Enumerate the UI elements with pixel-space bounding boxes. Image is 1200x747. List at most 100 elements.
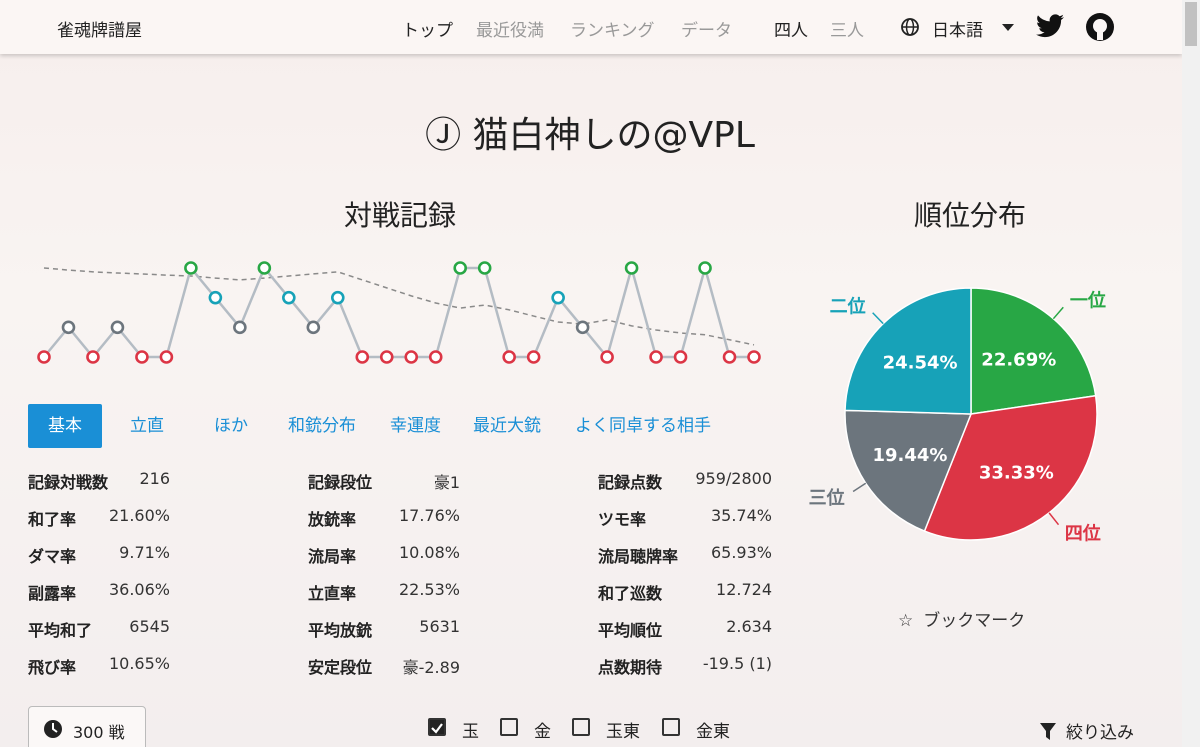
rank-point[interactable] bbox=[722, 350, 737, 364]
tab[interactable]: 最近大銃 bbox=[473, 416, 541, 436]
stat-value: 12.724 bbox=[716, 580, 772, 599]
github-icon[interactable] bbox=[1085, 12, 1115, 42]
rank-point[interactable] bbox=[208, 290, 223, 305]
caret bbox=[1002, 24, 1014, 31]
rank-point[interactable] bbox=[698, 261, 712, 275]
rank-point[interactable] bbox=[477, 261, 492, 275]
filter-label: 玉 bbox=[462, 722, 479, 742]
stat-label: 流局率 bbox=[308, 547, 357, 566]
filter-checkbox[interactable] bbox=[500, 718, 518, 736]
twitter-icon[interactable] bbox=[1036, 14, 1064, 38]
pie-slice[interactable] bbox=[844, 409, 973, 533]
stat-label: 和了巡数 bbox=[598, 584, 663, 603]
leader-line bbox=[1048, 512, 1060, 526]
section-title: 順位分布 bbox=[913, 199, 1026, 232]
mode-link[interactable]: 三人 bbox=[830, 21, 864, 41]
nav-link[interactable]: 最近役満 bbox=[476, 21, 544, 41]
rank-point[interactable] bbox=[404, 350, 419, 364]
rank-point[interactable] bbox=[624, 261, 639, 275]
stat-value: 豪-2.89 bbox=[402, 658, 460, 677]
filter-checkbox[interactable] bbox=[662, 718, 680, 736]
tab[interactable]: ほか bbox=[214, 416, 248, 436]
scrollbar-thumb[interactable] bbox=[1185, 2, 1197, 46]
nav-link[interactable]: データ bbox=[681, 21, 732, 41]
mode-link[interactable]: 四人 bbox=[774, 21, 808, 41]
rank-point[interactable] bbox=[61, 320, 76, 335]
rank-point[interactable] bbox=[379, 350, 394, 364]
stat-value: 17.76% bbox=[398, 506, 460, 525]
games-button[interactable]: 300 戦 bbox=[28, 706, 146, 747]
stat-row: 平均放銃 5631 bbox=[308, 617, 460, 641]
bookmark-label[interactable]: ブックマーク bbox=[923, 611, 1026, 631]
rank-point[interactable] bbox=[257, 261, 272, 275]
tab[interactable]: よく同卓する相手 bbox=[575, 416, 711, 436]
rank-point[interactable] bbox=[575, 320, 590, 335]
rank-chart bbox=[37, 261, 761, 364]
stat-label: 点数期待 bbox=[598, 658, 663, 677]
tab-active[interactable]: 基本 bbox=[28, 404, 102, 448]
stat-label: 飛び率 bbox=[28, 658, 77, 677]
stat-row: 記録点数 959/2800 bbox=[598, 469, 772, 493]
bookmark[interactable]: ☆ ブックマーク bbox=[898, 611, 1026, 631]
rank-point[interactable] bbox=[330, 290, 345, 305]
rank-point[interactable] bbox=[355, 350, 370, 364]
rank-point[interactable] bbox=[673, 350, 688, 364]
pie-slice[interactable] bbox=[923, 394, 1098, 541]
stat-row: 副露率 36.06% bbox=[28, 580, 170, 604]
rank-line bbox=[43, 263, 754, 360]
rank-point[interactable] bbox=[306, 320, 321, 335]
rank-point[interactable] bbox=[135, 350, 149, 364]
rank-point[interactable] bbox=[747, 350, 761, 364]
rank-point[interactable] bbox=[502, 350, 516, 364]
stat-value: 36.06% bbox=[108, 580, 170, 599]
rank-point[interactable] bbox=[551, 290, 565, 305]
rank-point[interactable] bbox=[37, 350, 51, 364]
globe-icon bbox=[901, 18, 919, 36]
stat-row: 放銃率 17.76% bbox=[308, 506, 460, 530]
rank-point[interactable] bbox=[600, 350, 614, 364]
pie-slice[interactable] bbox=[844, 287, 972, 415]
stat-value: 2.634 bbox=[726, 617, 772, 636]
filter-checkbox[interactable] bbox=[572, 718, 590, 736]
filter-button[interactable]: 絞り込み bbox=[1040, 718, 1134, 743]
nav-link[interactable]: ランキング bbox=[570, 21, 655, 41]
check-mark bbox=[431, 723, 443, 734]
language[interactable]: 日本語 bbox=[932, 21, 983, 41]
section-title: 対戦記録 bbox=[343, 199, 456, 232]
leader-line bbox=[852, 482, 867, 493]
rank-point[interactable] bbox=[159, 350, 174, 364]
rank-point[interactable] bbox=[453, 261, 468, 275]
tab[interactable]: 和銃分布 bbox=[288, 416, 356, 436]
rank-point[interactable] bbox=[233, 320, 247, 335]
slice-label: 四位 bbox=[1065, 523, 1101, 545]
filter-checkbox[interactable] bbox=[428, 718, 446, 736]
rank-point[interactable] bbox=[86, 350, 100, 364]
stat-row: 平均順位 2.634 bbox=[598, 617, 772, 641]
rank-point[interactable] bbox=[526, 350, 541, 364]
rank-point[interactable] bbox=[282, 290, 296, 305]
rank-point[interactable] bbox=[649, 350, 663, 364]
stat-value: 216 bbox=[139, 469, 170, 488]
rank-point[interactable] bbox=[110, 320, 125, 335]
rank-point[interactable] bbox=[428, 350, 443, 364]
stat-value: 5631 bbox=[419, 617, 460, 636]
pie-slice[interactable] bbox=[970, 287, 1097, 415]
stat-value: 豪1 bbox=[433, 473, 460, 492]
scrollbar[interactable] bbox=[1182, 0, 1200, 747]
stat-row: ダマ率 9.71% bbox=[28, 543, 170, 567]
stat-label: 平均順位 bbox=[598, 621, 663, 640]
stat-label: 副露率 bbox=[28, 584, 77, 603]
leader-line bbox=[1052, 306, 1064, 320]
brand[interactable]: 雀魂牌譜屋 bbox=[57, 21, 142, 41]
stat-row: 流局率 10.08% bbox=[308, 543, 460, 567]
stat-label: ダマ率 bbox=[28, 547, 77, 566]
nav-link[interactable]: トップ bbox=[402, 21, 453, 41]
stat-value: 65.93% bbox=[710, 543, 772, 562]
rank-point[interactable] bbox=[184, 261, 198, 275]
stat-label: 流局聴牌率 bbox=[598, 547, 679, 566]
stat-value: 22.53% bbox=[398, 580, 460, 599]
tab[interactable]: 幸運度 bbox=[390, 416, 441, 436]
slice-value: 24.54% bbox=[883, 353, 958, 374]
tab[interactable]: 立直 bbox=[130, 416, 164, 436]
